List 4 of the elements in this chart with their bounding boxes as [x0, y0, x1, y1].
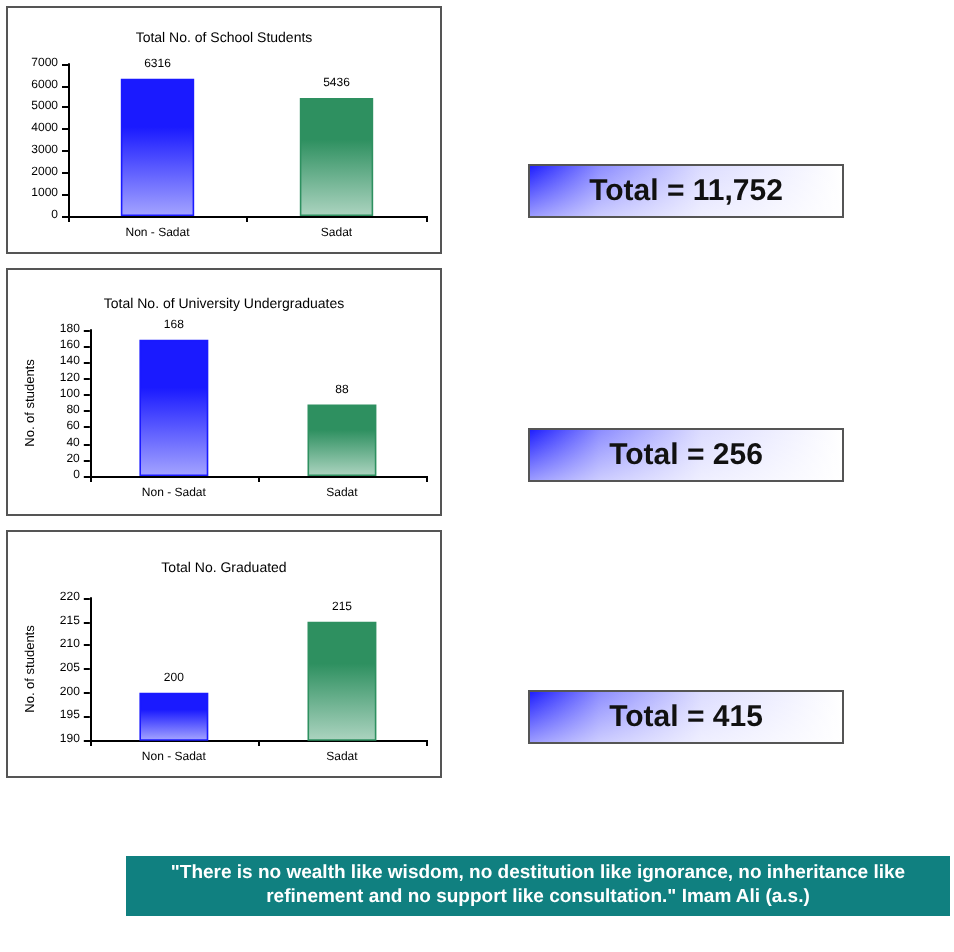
text: Total = 256 [528, 428, 844, 482]
text: Total = 11,752 [528, 164, 844, 218]
text: Total = 415 [528, 690, 844, 744]
text: "There is no wealth like wisdom, no destitution like ignorance, no inheritance like refinement and no support like consultation." Imam Ali (a.s.) [168, 861, 908, 911]
